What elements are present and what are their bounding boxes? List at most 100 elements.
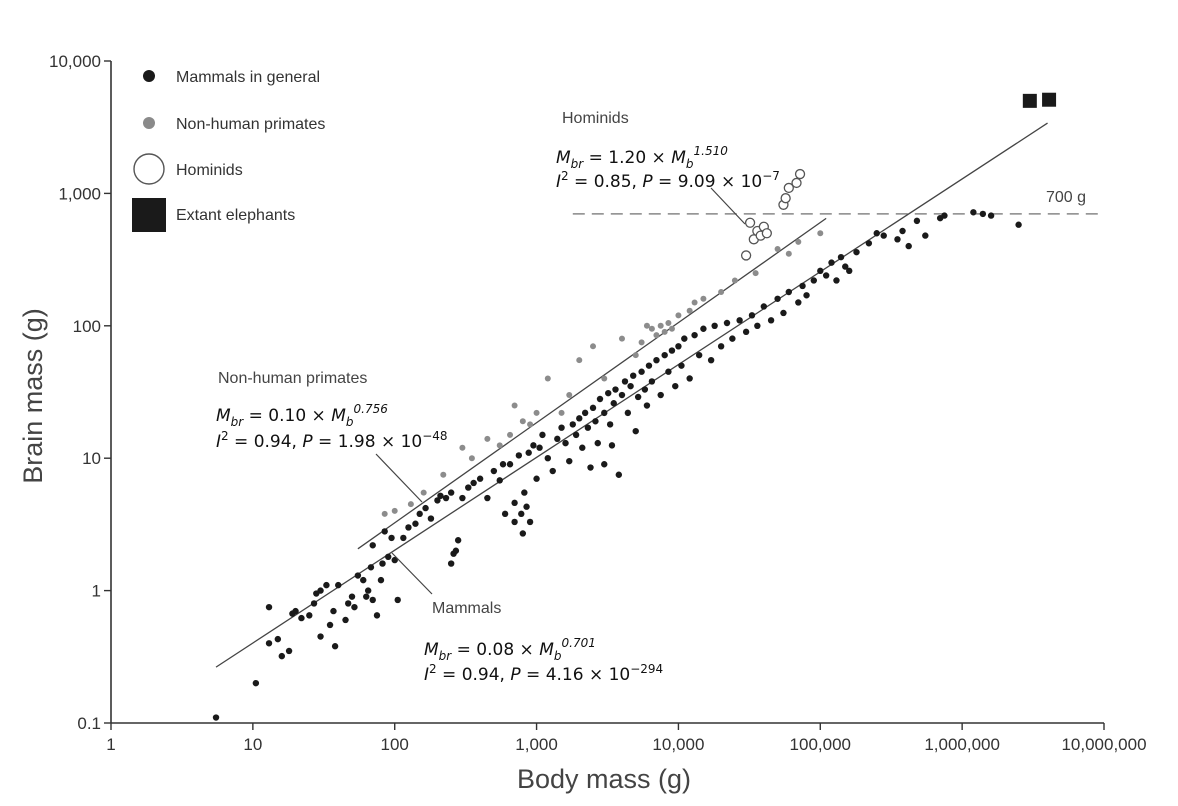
mammal-point: [601, 461, 608, 468]
primate-point: [700, 295, 707, 302]
mammal-point: [822, 272, 830, 279]
y-tick-label: 10: [82, 449, 101, 468]
mammal-point: [618, 391, 626, 399]
mammals-title: Mammals: [432, 600, 501, 617]
primate-point: [519, 418, 526, 425]
primate-point: [527, 421, 534, 428]
x-axis-title: Body mass (g): [517, 764, 691, 794]
primate-point: [590, 343, 597, 350]
mammal-point: [846, 267, 853, 275]
mammal-point: [653, 356, 660, 364]
primate-point: [496, 442, 503, 449]
mammal-point: [803, 292, 810, 299]
y-tick-label: 1,000: [58, 184, 101, 203]
mammal-point: [536, 444, 543, 451]
mammal-point: [539, 431, 546, 439]
mammal-point: [496, 477, 503, 484]
mammal-point: [576, 415, 583, 422]
mammals-annotation: Mammals Mbr = 0.08 × Mb0.701 I2 = 0.94, …: [424, 600, 663, 685]
annotation-leaders: [375, 187, 746, 595]
mammal-point: [873, 230, 880, 237]
mammal-point: [544, 455, 552, 462]
x-tick-label: 10,000,000: [1061, 735, 1146, 754]
mammal-point: [837, 253, 845, 261]
legend-elephants-label: Extant elephants: [176, 207, 295, 224]
mammal-point: [265, 603, 273, 611]
mammal-point: [523, 503, 530, 510]
legend-primates-marker: [143, 117, 155, 129]
mammal-point: [691, 331, 698, 339]
primates-title: Non-human primates: [218, 370, 367, 387]
primate-point: [391, 507, 398, 514]
mammal-point: [506, 461, 514, 468]
primate-point: [420, 489, 427, 496]
mammal-point: [899, 227, 906, 235]
x-tick-label: 100: [381, 735, 409, 754]
fit-line-mammals: [215, 122, 1048, 668]
primate-point: [601, 375, 608, 382]
mammal-point: [317, 587, 324, 594]
mammal-point: [605, 389, 612, 397]
mammal-point: [572, 431, 580, 439]
mammal-point: [416, 510, 423, 518]
mammal-point: [511, 518, 518, 526]
mammal-point: [554, 435, 561, 443]
primate-point: [752, 270, 759, 277]
primate-point: [668, 325, 675, 332]
mammal-point: [711, 322, 718, 329]
elephant-point: [1042, 92, 1057, 107]
mammal-point: [326, 621, 334, 629]
mammal-point: [678, 362, 685, 369]
mammal-point: [344, 600, 352, 607]
mammal-point: [675, 343, 682, 350]
legend: Mammals in general Non-human primates Ho…: [132, 69, 325, 232]
primates-leader-line: [375, 453, 423, 503]
mammal-point: [681, 335, 688, 342]
mammal-point: [427, 515, 435, 522]
primate-point: [691, 299, 698, 306]
hominid-point: [761, 228, 772, 239]
legend-hominids-label: Hominids: [176, 162, 243, 179]
primate-point: [638, 339, 645, 346]
mammal-point: [774, 295, 781, 302]
y-tick-label: 100: [73, 317, 101, 336]
primate-point: [817, 230, 824, 237]
mammal-point: [388, 534, 395, 542]
mammal-point: [391, 556, 398, 564]
mammal-point: [905, 242, 912, 250]
mammal-point: [610, 400, 617, 407]
mammal-point: [615, 471, 623, 478]
mammal-point: [422, 504, 429, 512]
mammal-point: [828, 259, 835, 266]
mammal-point: [335, 581, 342, 589]
mammal-point: [530, 442, 537, 449]
mammal-point: [657, 391, 664, 399]
mammal-point: [913, 217, 921, 225]
mammal-point: [394, 596, 401, 604]
mammal-point: [484, 494, 491, 502]
primates-equation: Mbr = 0.10 × Mb0.756: [216, 402, 388, 429]
mammal-point: [400, 534, 407, 542]
mammal-point: [695, 351, 703, 359]
mammal-point: [331, 643, 339, 650]
primate-point: [381, 510, 388, 517]
mammal-point: [360, 576, 367, 584]
primate-point: [618, 335, 625, 342]
mammal-point: [369, 596, 376, 604]
primate-point: [774, 246, 781, 253]
hominid-point: [744, 217, 756, 228]
mammal-point: [306, 612, 313, 619]
mammal-point: [377, 576, 385, 584]
mammal-point: [521, 489, 528, 496]
mammal-point: [490, 467, 498, 475]
mammal-point: [880, 232, 887, 239]
mammal-point: [630, 372, 637, 379]
primate-point: [795, 238, 802, 245]
mammal-point: [354, 572, 362, 579]
mammal-point: [363, 593, 370, 600]
hominids-stats: I2 = 0.85, P = 9.09 × 10−7: [556, 169, 780, 192]
axes: 1 10 100 1,000 10,000 100,000 1,000,000 10,000,…: [49, 52, 1147, 754]
mammal-point: [310, 600, 318, 607]
hominids-title: Hominids: [562, 110, 629, 127]
